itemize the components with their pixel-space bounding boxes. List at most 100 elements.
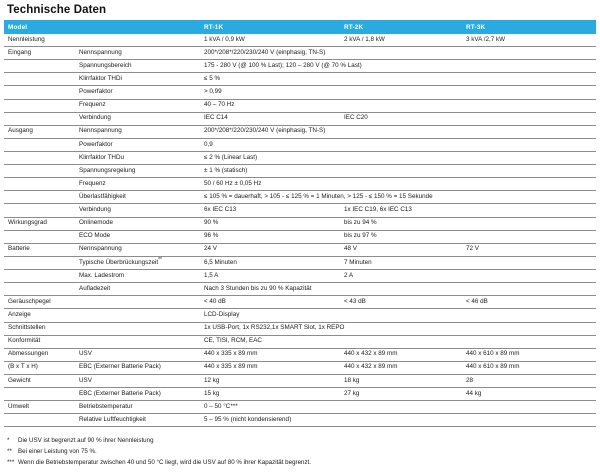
row-value-rt1k: < 40 dB — [200, 295, 340, 310]
row-value-rt3k: 72 V — [462, 243, 596, 257]
table-row: Klirrfaktor THDi ≤ 5 % — [4, 72, 596, 87]
table-row: Verbindung 6x IEC C13 1x IEC C19, 6x IEC C… — [4, 203, 596, 218]
row-group-label: Wirkungsgrad — [4, 217, 75, 231]
row-parameter-label: Typische Überbrückungszeit** — [75, 256, 200, 271]
footnote-marker: ** — [158, 256, 163, 263]
row-value-rt3k: < 46 dB — [462, 295, 596, 310]
row-group-label: Gewicht — [4, 374, 75, 389]
row-group-label: (B x T x H) — [4, 361, 75, 375]
row-parameter-label: Nennspannung — [75, 125, 200, 139]
row-value-rt2k: 27 kg — [340, 387, 462, 402]
footnote-item: ** Bei einer Leistung von 75 %. — [7, 447, 600, 458]
row-parameter-label: USV — [75, 348, 200, 362]
row-group-label — [4, 269, 75, 284]
row-group-label: Anzeige — [4, 308, 200, 323]
row-value-rt2k: bis zu 94 % — [340, 217, 462, 231]
footnotes: * Die USV ist begrenzt auf 90 % ihrer Nen… — [7, 436, 600, 468]
row-parameter-label: ECO Mode — [75, 230, 200, 244]
row-parameter-label: Powerfaktor — [75, 138, 200, 153]
column-header-rt2k: RT-2K — [340, 20, 462, 35]
table-row: ECO Mode 96 % bis zu 97 % — [4, 230, 596, 244]
table-row: Ausgang Nennspannung 200*/208*/220/230/240… — [4, 125, 596, 139]
table-row: Eingang Nennspannung 200*/208*/220/230/240… — [4, 46, 596, 61]
row-group-label — [4, 151, 75, 166]
row-value-all-models: > 0,99 — [200, 85, 596, 100]
row-parameter-label: Betriebstemperatur — [75, 400, 200, 415]
row-value-all-models: CE, TISI, RCM, EAC — [200, 335, 596, 349]
footnote-text: Bei einer Leistung von 75 %. — [18, 448, 97, 456]
row-value-rt3k — [462, 269, 596, 284]
row-group-label — [4, 387, 75, 402]
row-value-rt3k — [462, 217, 596, 231]
table-header: Model RT-1K RT-2K RT-3K — [4, 20, 596, 35]
row-parameter-label: EBC (Externer Batterie Pack) — [75, 361, 200, 375]
row-value-all-models: 0,9 — [200, 138, 596, 153]
row-value-rt2k: < 43 dB — [340, 295, 462, 310]
row-parameter-label: USV — [75, 374, 200, 389]
row-group-label — [4, 177, 75, 192]
row-group-label — [4, 138, 75, 153]
row-group-label — [4, 59, 75, 74]
row-group-label — [4, 72, 75, 87]
row-value-rt3k: 440 x 610 x 89 mm — [462, 348, 596, 362]
table-row: Gewicht USV 12 kg 18 kg 28 — [4, 374, 596, 389]
table-row: Spannungsbereich 175 - 280 V (@ 100 % Las… — [4, 59, 596, 74]
row-value-all-models: 50 / 60 Hz ± 0,05 Hz — [200, 177, 596, 192]
table-row: Abmessungen USV 440 x 335 x 89 mm 440 x 432… — [4, 348, 596, 362]
row-parameter-label: EBC (Externer Batterie Pack) — [75, 387, 200, 402]
row-value-rt1k: IEC C14 — [200, 112, 340, 126]
row-value-rt3k — [462, 112, 596, 126]
row-value-all-models: 200*/208*/220/230/240 V (einphasig, TN-S… — [200, 46, 596, 61]
table-row: Anzeige LCD-Display — [4, 308, 596, 323]
row-value-rt3k — [462, 203, 596, 218]
technical-specifications-table: Model RT-1K RT-2K RT-3K Nennleistung 1 kV… — [4, 20, 596, 428]
row-value-all-models: 175 - 280 V (@ 100 % Last); 120 – 280 V … — [200, 59, 596, 74]
row-group-label: Geräuschpegel — [4, 295, 200, 310]
row-parameter-label: Powerfaktor — [75, 85, 200, 100]
row-value-all-models: ≤ 2 % (Linear Last) — [200, 151, 596, 166]
table-row: Überlastfähigkeit ≤ 105 % = dauerhaft, > … — [4, 190, 596, 205]
row-parameter-label: Klirrfaktor THDi — [75, 72, 200, 87]
table-row: Verbindung IEC C14 IEC C20 — [4, 112, 596, 126]
table-row: Powerfaktor 0,9 — [4, 138, 596, 153]
row-group-label — [4, 190, 75, 205]
table-row: Typische Überbrückungszeit** 6,5 Minuten 7… — [4, 256, 596, 271]
row-group-label: Schnittstellen — [4, 322, 200, 336]
table-row: Frequenz 40 – 70 Hz — [4, 99, 596, 113]
row-value-rt2k: 7 Minuten — [340, 256, 462, 271]
table-row: Spannungsregelung ± 1 % (statisch) — [4, 164, 596, 179]
table-row: Powerfaktor > 0,99 — [4, 85, 596, 100]
row-value-rt2k: bis zu 97 % — [340, 230, 462, 244]
row-value-rt2k: 440 x 432 x 89 mm — [340, 348, 462, 362]
row-value-all-models: 1x USB-Port, 1x RS232,1x SMART Slot, 1x … — [200, 322, 596, 336]
table-row: Umwelt Betriebstemperatur 0 – 50 °C*** — [4, 400, 596, 415]
row-group-label: Eingang — [4, 46, 75, 61]
row-group-label: Umwelt — [4, 400, 75, 415]
row-group-label: Nennleistung — [4, 34, 200, 48]
row-value-rt1k: 24 V — [200, 243, 340, 257]
row-group-label — [4, 164, 75, 179]
row-value-all-models: 40 – 70 Hz — [200, 99, 596, 113]
row-parameter-label: Frequenz — [75, 99, 200, 113]
footnote-mark: *** — [7, 458, 15, 466]
row-value-rt1k: 6,5 Minuten — [200, 256, 340, 271]
row-group-label — [4, 85, 75, 100]
table-row: Konformität CE, TISI, RCM, EAC — [4, 335, 596, 349]
row-value-all-models: ± 1 % (statisch) — [200, 164, 596, 179]
footnote-mark: * — [7, 437, 10, 445]
footnote-mark: ** — [7, 448, 12, 456]
row-parameter-label: Klirrfaktor THDu — [75, 151, 200, 166]
page-title: Technische Daten — [7, 4, 107, 16]
row-value-rt1k: 15 kg — [200, 387, 340, 402]
table-row: Wirkungsgrad Onlinemode 90 % bis zu 94 % — [4, 217, 596, 231]
row-value-rt2k: 2 kVA / 1,8 kW — [340, 34, 462, 48]
table-header-row: Model RT-1K RT-2K RT-3K — [4, 20, 596, 35]
row-parameter-label: Relative Luftfeuchtigkeit — [75, 413, 200, 428]
row-group-label: Abmessungen — [4, 348, 75, 362]
row-parameter-label: Nennspannung — [75, 46, 200, 61]
row-value-all-models: 5 – 95 % (nicht kondensierend) — [200, 413, 596, 428]
row-group-label — [4, 256, 75, 271]
row-value-rt1k: 96 % — [200, 230, 340, 244]
